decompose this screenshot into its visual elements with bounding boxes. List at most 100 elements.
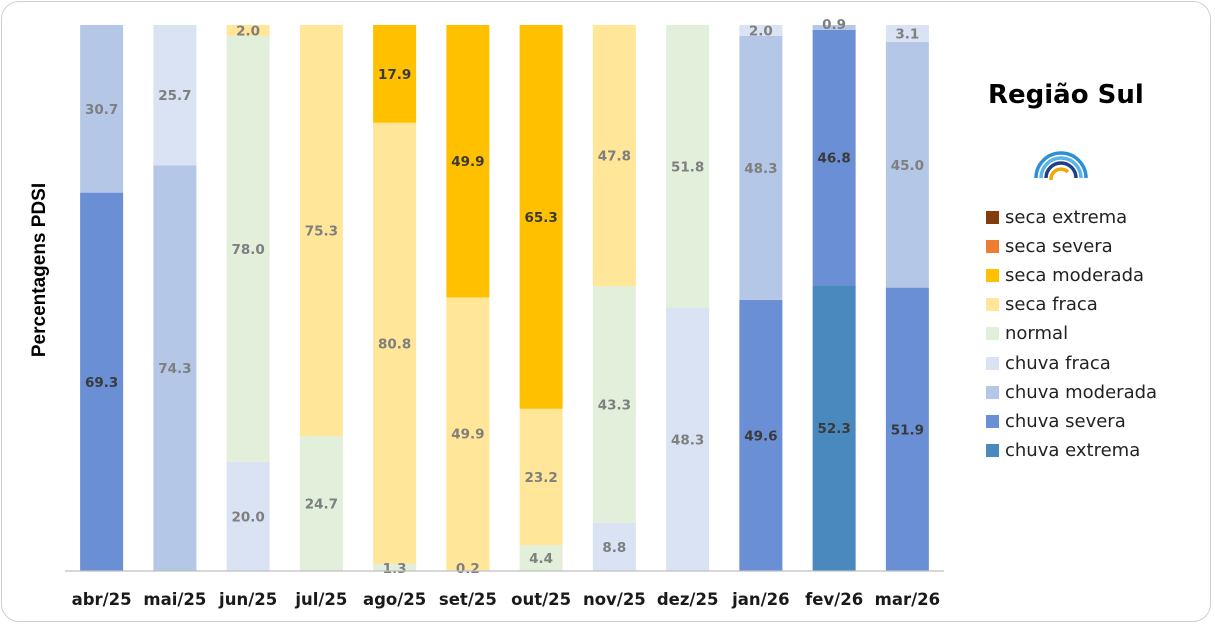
legend-label: seca severa [1005,236,1113,258]
data-label: 52.3 [817,421,850,437]
bar-segment [299,25,343,437]
bar-segment [446,297,490,570]
bar-segment [373,563,417,571]
data-label: 48.3 [671,432,704,448]
bar-segment [373,122,417,564]
bar-segment [885,41,929,288]
x-tick-label: mar/26 [875,590,940,609]
legend-swatch [986,414,999,428]
legend-swatch [986,298,999,312]
x-tick-label: ago/25 [363,590,426,609]
legend-item: normal [986,319,1157,348]
legend-swatch [986,211,999,225]
bar-segment [739,35,783,300]
legend-label: seca moderada [1005,265,1145,287]
bar-segment [885,25,929,42]
bar-segment [519,408,563,546]
legend-item: chuva fraca [986,348,1157,377]
x-tick-label: dez/25 [657,590,719,609]
bar-segment [226,35,270,462]
data-label: 2.0 [236,23,260,39]
data-label: 49.9 [451,154,484,170]
data-label: 8.8 [602,540,626,556]
bar-segment [519,25,563,409]
data-label: 30.7 [85,102,118,118]
bar-segment [373,25,417,123]
legend-item: seca fraca [986,290,1157,319]
legend-swatch [986,327,999,341]
data-label: 69.3 [85,375,118,391]
data-label: 0.2 [456,561,480,577]
x-tick-label: jul/25 [294,590,347,609]
legend-label: seca extrema [1005,207,1128,229]
bar-segment [153,25,197,166]
x-tick-label: nov/25 [583,590,646,609]
data-label: 80.8 [378,336,411,352]
bar-segment [226,461,270,571]
x-tick-label: abr/25 [72,590,132,609]
data-label: 4.4 [529,551,553,567]
legend-title: Região Sul [988,80,1144,110]
y-axis-label: Percentagens PDSI [29,182,50,358]
data-label: 48.3 [744,161,777,177]
legend-swatch [986,269,999,283]
data-label: 25.7 [158,88,191,104]
data-label: 51.9 [891,422,924,438]
data-label: 17.9 [378,67,411,83]
bar-segment [153,165,197,571]
x-tick-label: jan/26 [731,590,790,609]
bar-segment [812,25,856,30]
data-label: 47.8 [598,149,631,165]
chart-legend: seca extrema seca severa seca moderada seca… [986,203,1157,465]
x-tick-label: set/25 [439,590,497,609]
bar-segment [299,436,343,571]
x-tick-label: out/25 [511,590,571,609]
data-label: 20.0 [231,509,264,525]
legend-item: seca moderada [986,261,1157,290]
data-label: 46.8 [817,151,850,167]
legend-item: seca extrema [986,203,1157,232]
legend-item: chuva severa [986,407,1157,436]
rainbow-logo-icon [1034,151,1088,181]
data-label: 49.6 [744,428,777,444]
legend-label: chuva extrema [1005,439,1141,461]
legend-item: seca severa [986,232,1157,261]
bar-segment [592,25,636,287]
bar-segment [666,307,710,571]
data-label: 1.3 [383,561,407,577]
bar-segment [885,287,929,571]
bar-segment [226,25,270,36]
data-label: 74.3 [158,361,191,377]
x-tick-label: jun/25 [218,590,277,609]
data-label: 23.2 [524,470,557,486]
bar-segment [666,25,710,308]
legend-label: chuva fraca [1005,352,1111,374]
legend-swatch [986,385,999,399]
bar-segment [446,25,490,298]
data-label: 75.3 [305,224,338,240]
data-label: 78.0 [231,242,264,258]
legend-swatch [986,443,999,457]
data-label: 3.1 [895,26,919,42]
bar-segment [812,29,856,286]
data-label: 2.0 [749,23,773,39]
bar-segment [80,25,124,193]
data-label: 49.9 [451,427,484,443]
legend-swatch [986,356,999,370]
bar-segment [812,285,856,571]
data-label: 45.0 [891,158,924,174]
legend-label: normal [1005,323,1069,345]
data-label: 65.3 [524,210,557,226]
bar-segment [739,299,783,571]
bar-segment [80,192,124,571]
bar-segment [592,522,636,571]
x-tick-label: mai/25 [143,590,206,609]
data-label: 51.8 [671,159,704,175]
legend-swatch [986,240,999,254]
legend-item: chuva extrema [986,436,1157,465]
bar-segment [592,286,636,523]
data-label: 43.3 [598,398,631,414]
data-label: 24.7 [305,497,338,513]
bar-segment [739,25,783,36]
